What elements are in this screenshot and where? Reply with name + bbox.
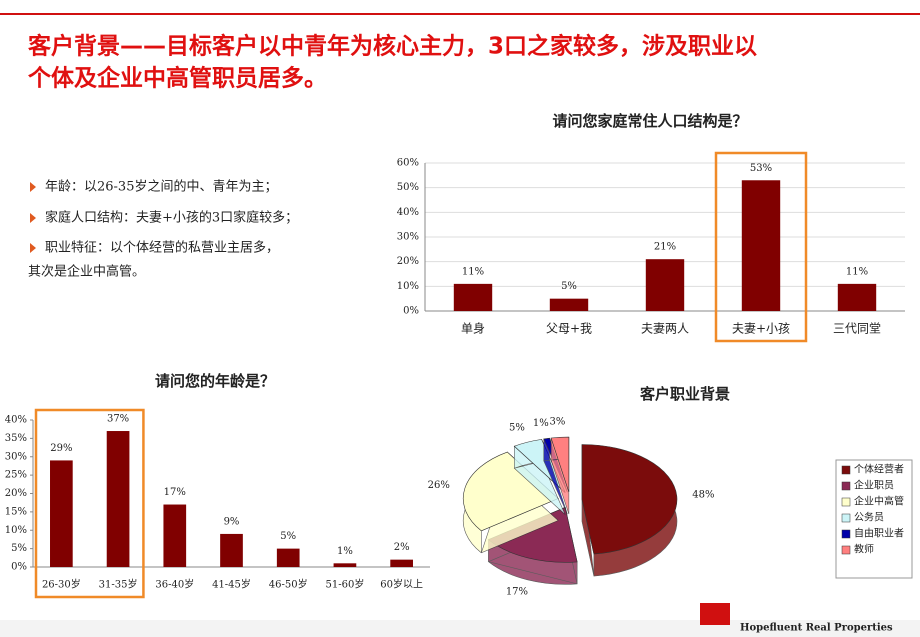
- legend-label: 公务员: [854, 511, 884, 524]
- chart-title: 客户职业背景: [639, 385, 730, 403]
- value-label: 5%: [561, 281, 577, 292]
- value-label: 53%: [750, 163, 772, 174]
- y-tick-label: 35%: [5, 433, 27, 444]
- x-tick-label: 单身: [461, 321, 485, 336]
- value-label: 2%: [394, 542, 410, 553]
- highlight-box: [34, 408, 145, 599]
- value-label: 37%: [107, 414, 129, 425]
- x-tick-label: 夫妻两人: [641, 322, 689, 336]
- bullet: 年龄：以26-35岁之间的中、青年为主；: [45, 179, 277, 195]
- legend-frame: [835, 459, 913, 579]
- bar: [549, 298, 589, 311]
- x-tick-label: 60岁以上: [380, 578, 423, 591]
- y-tick-label: 60%: [397, 158, 419, 169]
- bar: [390, 559, 413, 567]
- x-tick-label: 51-60岁: [326, 578, 365, 591]
- legend-swatch: [841, 529, 851, 539]
- logo-mark: [700, 603, 730, 625]
- bar: [645, 259, 685, 311]
- bar: [276, 548, 300, 567]
- bullet-markers: [30, 182, 36, 253]
- pie-slice: [462, 451, 559, 532]
- y-tick-label: 20%: [397, 256, 419, 267]
- x-tick-label: 46-50岁: [269, 578, 308, 591]
- bullet: 职业特征：以个体经营的私营业主居多，: [45, 240, 279, 256]
- x-tick-label: 31-35岁: [99, 578, 138, 591]
- value-label: 21%: [654, 242, 676, 253]
- highlight-box: [714, 151, 808, 343]
- pie-slice: [550, 436, 570, 493]
- bar: [453, 283, 493, 311]
- title-line: 个体及企业中高管职员居多。: [28, 65, 327, 92]
- value-label: 11%: [462, 266, 484, 277]
- y-tick-label: 40%: [5, 415, 27, 426]
- footer-band: [0, 620, 920, 637]
- chart-title: 请问您的年龄是？: [155, 372, 275, 390]
- legend-label: 企业中高管: [854, 495, 904, 508]
- y-tick-label: 50%: [397, 182, 419, 193]
- value-label: 17%: [164, 487, 186, 498]
- x-tick-label: 夫妻+小孩: [732, 322, 790, 336]
- legend-swatch: [841, 545, 851, 555]
- bar: [741, 180, 781, 311]
- value-label: 1%: [533, 418, 549, 429]
- legend-label: 个体经营者: [854, 463, 904, 476]
- y-tick-label: 30%: [397, 232, 419, 243]
- value-label: 29%: [50, 443, 72, 454]
- title-line: 客户背景——目标客户以中青年为核心主力，3口之家较多，涉及职业以: [28, 33, 757, 60]
- legend-label: 自由职业者: [854, 527, 904, 540]
- x-tick-label: 36-40岁: [155, 578, 194, 591]
- x-tick-label: 父母+我: [546, 322, 592, 336]
- bar: [333, 563, 357, 567]
- legend-label: 教师: [854, 543, 874, 556]
- value-label: 9%: [224, 516, 240, 527]
- legend-swatch: [841, 513, 851, 523]
- legend-swatch: [841, 497, 851, 507]
- value-label: 3%: [549, 416, 565, 427]
- value-label: 5%: [509, 423, 525, 434]
- pie-slice: [581, 444, 678, 555]
- y-tick-label: 40%: [397, 207, 419, 218]
- chart-title: 请问您家庭常住人口结构是？: [552, 112, 747, 130]
- value-label: 48%: [692, 490, 714, 501]
- value-label: 26%: [428, 480, 450, 491]
- bullet: 家庭人口结构：夫妻+小孩的3口家庭较多；: [45, 210, 298, 226]
- x-tick-label: 26-30岁: [42, 578, 81, 591]
- bullet: 其次是企业中高管。: [28, 264, 145, 280]
- value-label: 11%: [846, 266, 868, 277]
- y-tick-label: 10%: [5, 525, 27, 536]
- legend-swatch: [841, 481, 851, 491]
- y-tick-label: 15%: [5, 506, 27, 517]
- legend-swatch: [841, 465, 851, 475]
- y-tick-label: 25%: [5, 470, 27, 481]
- y-tick-label: 0%: [11, 562, 27, 573]
- x-tick-label: 三代同堂: [833, 322, 881, 336]
- legend-label: 企业职员: [854, 479, 894, 492]
- value-label: 1%: [337, 546, 353, 557]
- value-label: 17%: [506, 586, 528, 597]
- bar: [50, 460, 73, 567]
- value-label: 5%: [280, 531, 296, 542]
- logo-text: Hopefluent Real Properties: [740, 623, 893, 634]
- y-tick-label: 10%: [397, 281, 419, 292]
- bar: [837, 283, 877, 311]
- y-tick-label: 5%: [11, 543, 27, 554]
- bar: [106, 431, 130, 567]
- bar: [220, 533, 243, 567]
- y-tick-label: 30%: [5, 451, 27, 462]
- x-tick-label: 41-45岁: [212, 578, 251, 591]
- y-tick-label: 0%: [403, 306, 419, 317]
- bar: [163, 504, 187, 567]
- y-tick-label: 20%: [5, 488, 27, 499]
